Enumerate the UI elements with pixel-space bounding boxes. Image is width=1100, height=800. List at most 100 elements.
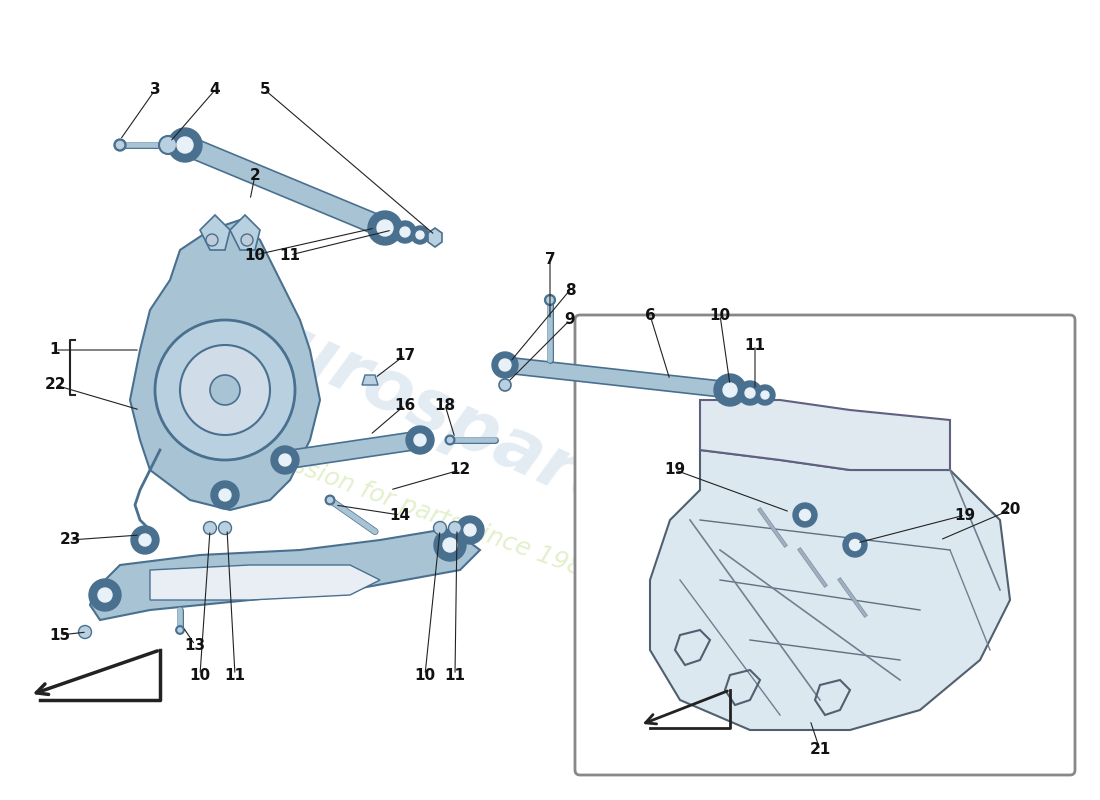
Circle shape xyxy=(279,454,292,466)
Text: 13: 13 xyxy=(185,638,206,653)
Circle shape xyxy=(498,358,512,372)
Circle shape xyxy=(446,435,454,445)
Circle shape xyxy=(406,426,434,454)
Text: 10: 10 xyxy=(710,307,730,322)
Circle shape xyxy=(89,579,121,611)
Polygon shape xyxy=(135,530,155,545)
Text: 12: 12 xyxy=(450,462,471,478)
Circle shape xyxy=(211,481,239,509)
Circle shape xyxy=(793,503,817,527)
Polygon shape xyxy=(230,215,260,250)
Text: 5: 5 xyxy=(260,82,271,98)
Circle shape xyxy=(176,626,184,634)
Circle shape xyxy=(368,211,402,245)
Circle shape xyxy=(449,522,462,534)
Circle shape xyxy=(116,140,125,150)
Circle shape xyxy=(544,294,556,306)
Circle shape xyxy=(443,538,456,552)
Text: 1: 1 xyxy=(50,342,60,358)
Circle shape xyxy=(394,221,416,243)
Circle shape xyxy=(738,381,762,405)
Text: 11: 11 xyxy=(745,338,766,353)
Text: 11: 11 xyxy=(444,667,465,682)
Text: 23: 23 xyxy=(59,533,80,547)
Text: 20: 20 xyxy=(999,502,1021,518)
Circle shape xyxy=(497,357,513,373)
Circle shape xyxy=(411,226,429,244)
Circle shape xyxy=(411,431,429,449)
Circle shape xyxy=(176,626,184,634)
Text: 10: 10 xyxy=(244,247,265,262)
Circle shape xyxy=(849,539,860,550)
Circle shape xyxy=(492,352,518,378)
Circle shape xyxy=(131,526,160,554)
Polygon shape xyxy=(200,215,230,250)
Text: 17: 17 xyxy=(395,347,416,362)
Circle shape xyxy=(722,382,738,398)
Circle shape xyxy=(271,446,299,474)
Text: 11: 11 xyxy=(224,667,245,682)
Text: 9: 9 xyxy=(564,313,575,327)
Circle shape xyxy=(456,516,484,544)
Circle shape xyxy=(800,510,811,521)
Polygon shape xyxy=(504,357,730,398)
Circle shape xyxy=(499,379,512,391)
Text: 21: 21 xyxy=(810,742,830,758)
Text: 16: 16 xyxy=(395,398,416,413)
Circle shape xyxy=(98,588,112,602)
Text: 6: 6 xyxy=(645,307,656,322)
FancyBboxPatch shape xyxy=(575,315,1075,775)
Circle shape xyxy=(761,391,769,399)
Polygon shape xyxy=(428,228,442,247)
Circle shape xyxy=(276,451,294,469)
Circle shape xyxy=(377,220,393,236)
Circle shape xyxy=(446,436,454,444)
Circle shape xyxy=(464,524,476,536)
Circle shape xyxy=(78,626,91,638)
Text: 15: 15 xyxy=(50,627,70,642)
Circle shape xyxy=(204,522,217,534)
Text: 4: 4 xyxy=(210,82,220,98)
Text: 7: 7 xyxy=(544,253,556,267)
Polygon shape xyxy=(650,450,1010,730)
Circle shape xyxy=(745,388,755,398)
Polygon shape xyxy=(362,375,378,385)
Circle shape xyxy=(139,534,151,546)
Circle shape xyxy=(210,375,240,405)
Text: 22: 22 xyxy=(44,378,66,393)
Text: a passion for parts since 1985: a passion for parts since 1985 xyxy=(239,434,602,586)
Circle shape xyxy=(180,345,270,435)
Circle shape xyxy=(400,227,410,237)
Circle shape xyxy=(241,234,253,246)
Text: 3: 3 xyxy=(150,82,161,98)
Circle shape xyxy=(219,522,231,534)
Circle shape xyxy=(714,374,746,406)
Circle shape xyxy=(175,135,195,155)
Circle shape xyxy=(433,522,447,534)
Circle shape xyxy=(416,231,424,239)
Text: eurospares: eurospares xyxy=(229,292,672,548)
Polygon shape xyxy=(284,431,421,469)
Circle shape xyxy=(843,533,867,557)
Polygon shape xyxy=(182,136,388,238)
Polygon shape xyxy=(90,530,480,620)
Circle shape xyxy=(755,385,775,405)
Text: 2: 2 xyxy=(250,167,261,182)
Circle shape xyxy=(375,218,395,238)
Circle shape xyxy=(499,359,512,371)
Circle shape xyxy=(326,495,334,505)
Polygon shape xyxy=(130,220,320,510)
Polygon shape xyxy=(700,400,950,470)
Text: 19: 19 xyxy=(955,507,976,522)
Circle shape xyxy=(723,383,737,397)
Circle shape xyxy=(155,320,295,460)
Circle shape xyxy=(219,489,231,501)
Circle shape xyxy=(206,234,218,246)
Text: 10: 10 xyxy=(189,667,210,682)
Text: 14: 14 xyxy=(389,507,410,522)
Text: 18: 18 xyxy=(434,398,455,413)
Polygon shape xyxy=(150,565,380,600)
Text: 10: 10 xyxy=(415,667,436,682)
Circle shape xyxy=(177,137,192,153)
Text: 19: 19 xyxy=(664,462,685,478)
